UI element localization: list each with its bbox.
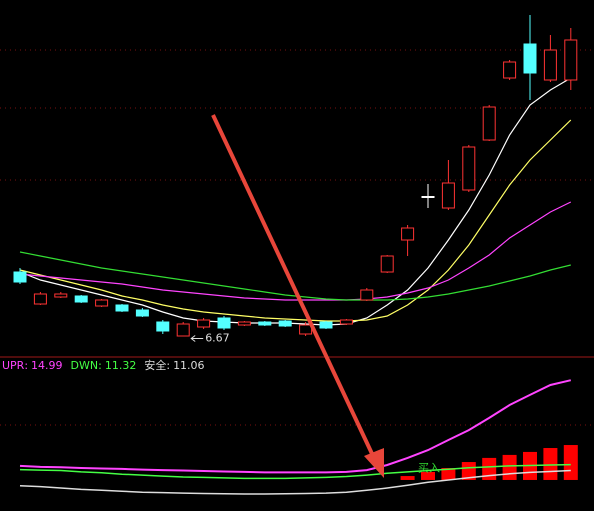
candle-body [135,309,149,317]
annotation: 6.67 [205,332,230,345]
candle-body [482,106,496,141]
candle-body [360,289,374,301]
candle-body [54,293,68,298]
bar [482,457,497,480]
line [19,77,572,326]
candle-body [115,304,129,312]
legend-value: 11.06 [173,359,205,372]
bar [502,454,517,480]
candle-body [13,271,27,283]
candle-body [278,320,292,327]
pointer-arrow [211,114,384,478]
candle-body [523,43,537,74]
candle-body [503,61,517,79]
bar [400,476,415,480]
line [19,469,571,495]
line [19,463,571,480]
candle-body [299,324,313,335]
candle-body [543,49,557,81]
legend-value: 14.99 [31,359,63,372]
legend-separator: : [166,359,170,372]
candle-body [176,323,190,337]
candle-body [564,39,578,81]
line [19,119,572,322]
plot: 6.67 买入 [13,15,578,495]
candle-body [462,146,476,191]
annotation-arrow-head [190,335,196,342]
legend-name: UPR [2,359,25,372]
candle-body [339,319,353,325]
candle-body [258,321,272,326]
arrow-head [364,448,384,478]
line [19,379,572,474]
legend-separator: : [98,359,102,372]
annotation: 买入 [418,462,440,475]
bar [461,462,476,480]
candle-body [380,255,394,273]
bar [543,448,558,480]
candle-body [217,317,231,329]
line [19,201,572,301]
candle-body [156,321,170,332]
line [19,251,571,301]
legend-name: 安全 [144,358,166,372]
candle-body [33,293,47,305]
bar [421,471,435,480]
candle-body [95,299,109,307]
candle-body [319,321,333,329]
legend-name: DWN [71,359,99,372]
candle-body [197,319,211,328]
candle-body [441,182,455,209]
bar [441,468,456,480]
candle-body [237,321,251,326]
bar [563,445,578,480]
candle-body [401,227,415,241]
candle-body [74,295,88,303]
arrow-shaft [211,114,376,459]
legend-value: 11.32 [105,359,137,372]
candle-body [421,196,435,198]
legend-separator: : [24,359,28,372]
